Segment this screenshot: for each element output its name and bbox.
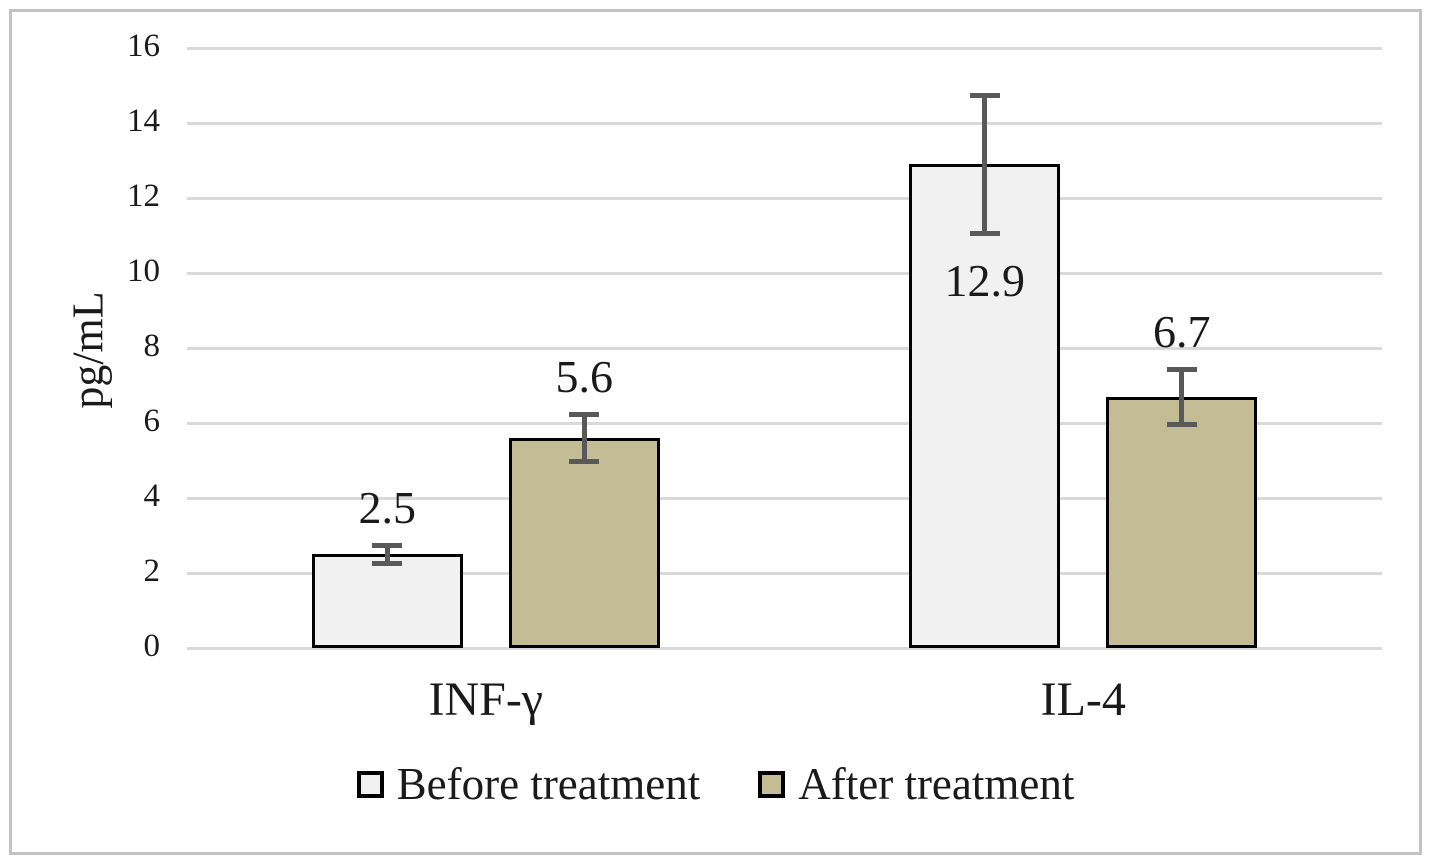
legend: Before treatment After treatment [0, 762, 1431, 807]
y-tick-label: 0 [143, 628, 161, 665]
y-tick-label: 12 [127, 178, 160, 215]
error-bar-cap-top [372, 543, 403, 548]
gridline [187, 46, 1382, 50]
data-label: 6.7 [1153, 305, 1211, 357]
y-tick-label: 4 [143, 478, 161, 515]
gridline [187, 646, 1382, 650]
error-bar-cap-bottom [1166, 421, 1197, 427]
error-bar-cap-bottom [969, 230, 1000, 236]
bar-before-treatment [311, 554, 463, 648]
gridline [187, 571, 1382, 575]
y-axis-title: pg/mL [63, 291, 113, 409]
legend-item: Before treatment [356, 759, 701, 809]
data-label: 12.9 [944, 254, 1026, 306]
error-bar-cap-top [1166, 366, 1197, 372]
bar-before-treatment [909, 164, 1061, 648]
gridline [187, 121, 1382, 125]
legend-swatch-icon [758, 771, 786, 798]
gridline [187, 496, 1382, 500]
gridline [187, 346, 1382, 350]
error-bar-cap-top [569, 411, 600, 417]
error-bar-cap-bottom [569, 459, 600, 465]
gridline [187, 271, 1382, 275]
y-tick-label: 16 [127, 28, 160, 65]
bar-after-treatment [508, 438, 660, 648]
gridline [187, 196, 1382, 200]
error-bar-line [384, 543, 390, 566]
y-tick-label: 2 [143, 553, 161, 590]
y-tick-label: 6 [143, 403, 161, 440]
error-bar-cap-bottom [372, 560, 403, 566]
bar-after-treatment [1106, 396, 1258, 648]
error-bar-line [982, 93, 988, 236]
x-category-label: IL-4 [1040, 673, 1126, 726]
legend-swatch-icon [356, 771, 384, 798]
data-label: 5.6 [555, 350, 614, 402]
error-bar-line [1179, 366, 1185, 427]
error-bar-line [581, 411, 587, 465]
gridline [187, 421, 1382, 425]
legend-label: After treatment [798, 759, 1075, 809]
y-tick-label: 14 [127, 103, 160, 140]
legend-label: Before treatment [396, 759, 701, 809]
x-category-label: INF-γ [428, 673, 544, 726]
error-bar-cap-top [969, 93, 1000, 98]
legend-item: After treatment [758, 762, 1074, 807]
data-label: 2.5 [358, 482, 417, 533]
y-tick-label: 8 [143, 328, 161, 365]
y-tick-label: 10 [127, 253, 160, 290]
